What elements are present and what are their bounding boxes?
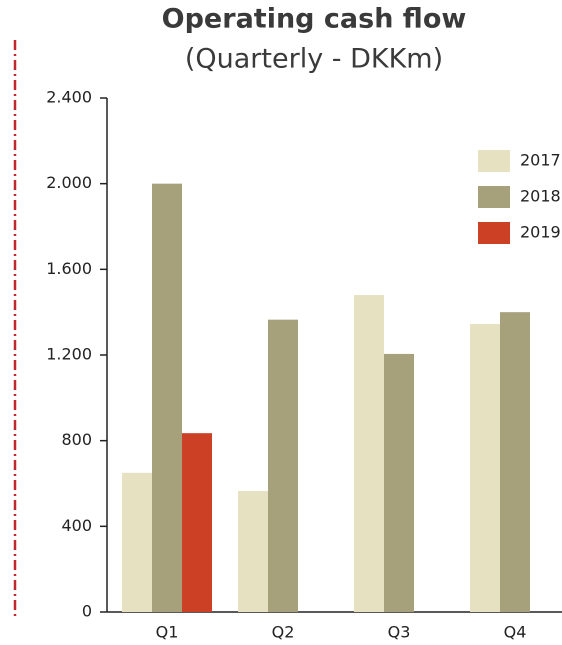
legend-label: 2017 <box>520 151 561 170</box>
y-tick-label: 2.400 <box>46 88 92 107</box>
y-tick-label: 400 <box>61 516 92 535</box>
bar <box>500 312 530 612</box>
x-tick-label: Q4 <box>504 623 527 642</box>
bar <box>384 353 414 612</box>
y-tick-label: 1.200 <box>46 345 92 364</box>
y-tick-label: 1.600 <box>46 259 92 278</box>
legend-label: 2018 <box>520 187 561 206</box>
legend-swatch <box>478 186 510 208</box>
chart-subtitle: (Quarterly - DKKm) <box>185 44 443 75</box>
bar <box>122 472 152 612</box>
x-tick-label: Q3 <box>388 623 411 642</box>
y-tick-label: 800 <box>61 430 92 449</box>
legend-label: 2019 <box>520 223 561 242</box>
bar <box>182 433 212 612</box>
bar <box>152 183 182 612</box>
bar <box>238 490 268 612</box>
x-tick-label: Q1 <box>156 623 179 642</box>
legend-swatch <box>478 150 510 172</box>
legend-swatch <box>478 222 510 244</box>
y-tick-label: 2.000 <box>46 173 92 192</box>
bar <box>354 295 384 612</box>
x-tick-label: Q2 <box>272 623 295 642</box>
bar <box>470 323 500 612</box>
bar <box>268 319 298 612</box>
y-tick-label: 0 <box>82 602 92 621</box>
chart-title: Operating cash flow <box>162 4 467 35</box>
